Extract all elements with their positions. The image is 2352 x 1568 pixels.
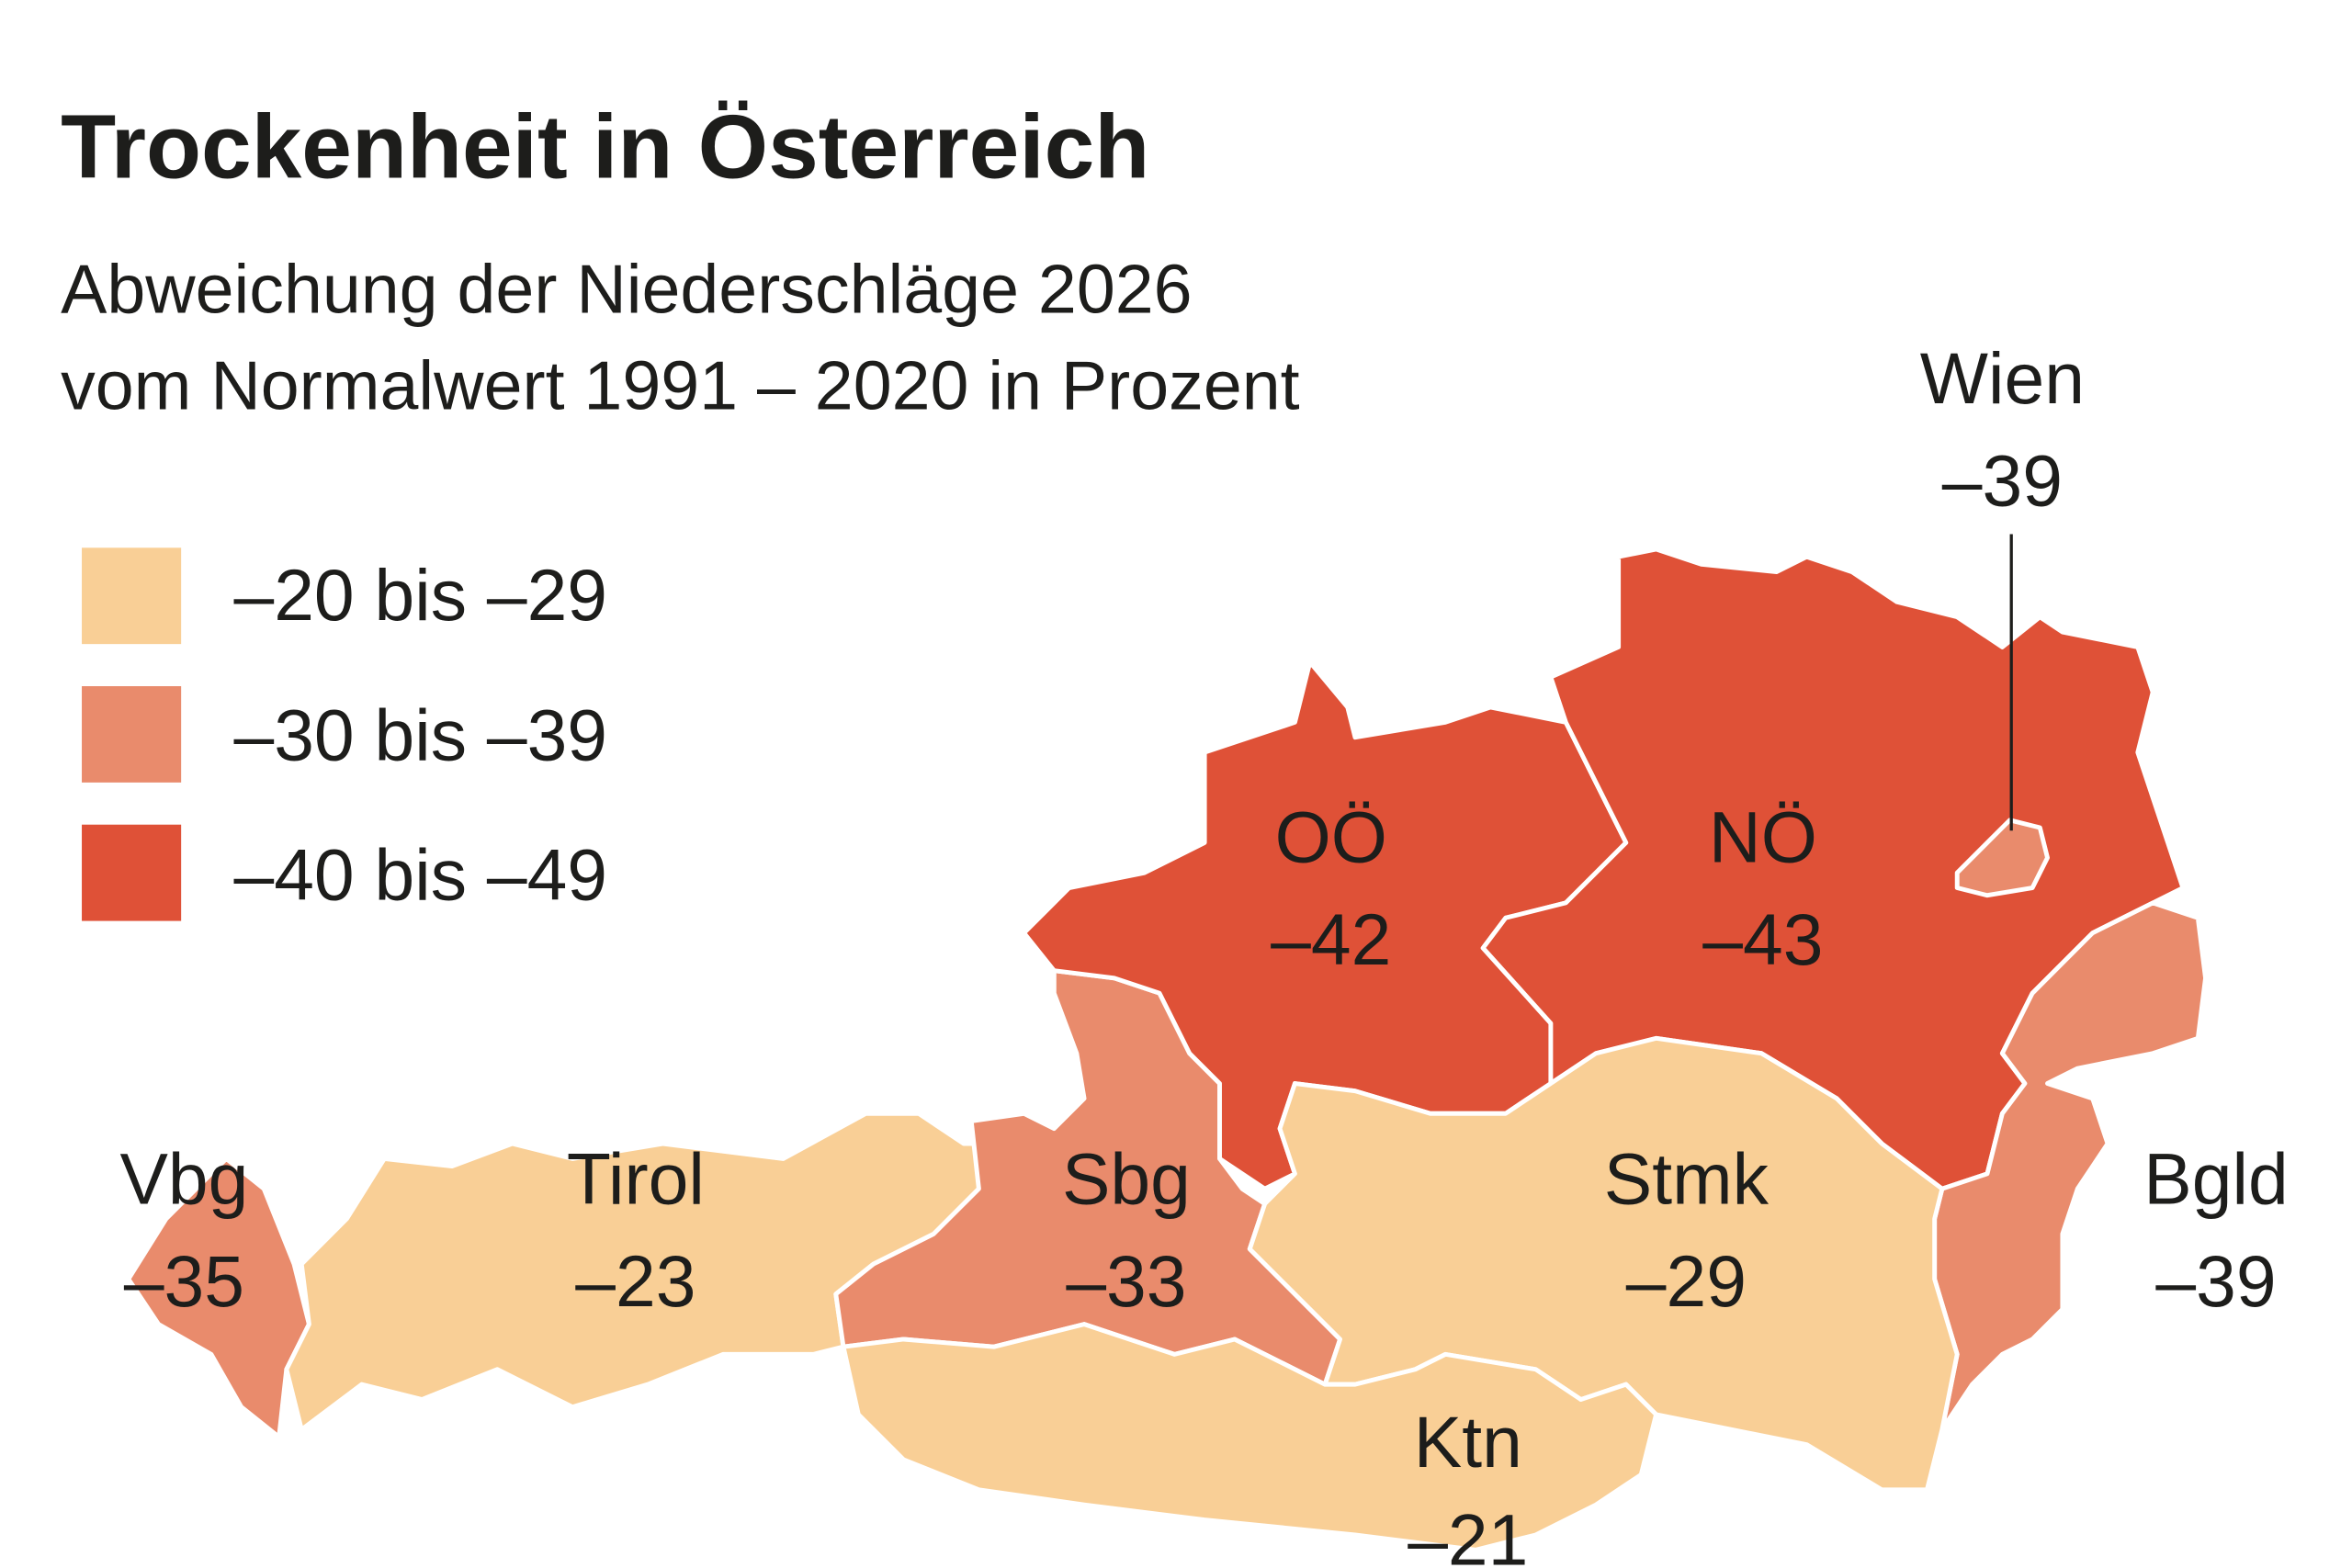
legend-label: –40 bis –49 [233,835,607,916]
region-value: –23 [575,1241,695,1322]
region-name: Sbg [1062,1139,1191,1220]
region-name: NÖ [1709,797,1817,878]
legend-swatch [82,824,182,921]
subtitle-line: vom Normalwert 1991 – 2020 in Prozent [61,347,1300,424]
title: Trockenheit in Österreich [61,96,1149,197]
regions [126,547,2208,1552]
region-value: –35 [124,1241,244,1322]
legend-label: –30 bis –39 [233,694,607,775]
legend-swatch [82,686,182,783]
region-name: Wien [1920,338,2085,419]
region-value: –39 [2155,1241,2276,1322]
region-name: Bgld [2143,1139,2288,1220]
region [841,1322,1659,1552]
region [1954,818,2050,898]
legend-swatch [82,547,182,645]
region-value: –29 [1626,1241,1747,1322]
region-name: Tirol [567,1139,705,1220]
region-value: –21 [1408,1500,1528,1568]
region-name: Ktn [1414,1402,1522,1483]
region-name: Vbg [119,1139,248,1220]
region-value: –39 [1942,440,2063,521]
region-value: –43 [1702,899,1823,980]
region [126,1156,311,1439]
region-value: –33 [1066,1241,1186,1322]
region-name: OÖ [1275,797,1387,878]
region [1247,1035,1960,1493]
region [1932,900,2208,1432]
region-name: Stmk [1604,1139,1770,1220]
subtitle-line: Abweichung der Niederschläge 2026 [61,251,1192,328]
region-value: –42 [1271,899,1391,980]
legend-label: –20 bis –29 [233,555,607,636]
